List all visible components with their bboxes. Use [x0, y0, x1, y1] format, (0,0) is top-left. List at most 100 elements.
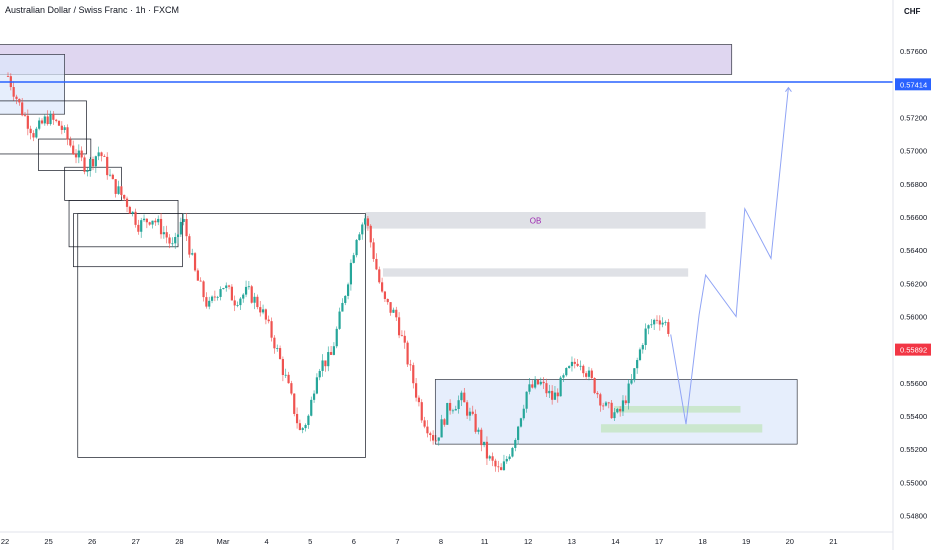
candle-body	[103, 156, 106, 157]
price-tick-label: 0.55892	[900, 346, 927, 355]
candle-body	[72, 145, 75, 155]
candle-body	[86, 170, 89, 172]
candle-body	[23, 115, 27, 117]
candle-body	[185, 219, 188, 237]
candle-body	[664, 322, 667, 323]
candle-body	[165, 232, 168, 238]
candle-body	[613, 412, 616, 419]
price-tick-label: 0.56000	[900, 312, 927, 321]
candle-body	[633, 368, 636, 381]
candle-body	[474, 413, 477, 432]
candle-body	[21, 102, 24, 116]
price-tick-label: 0.55200	[900, 445, 927, 454]
candle-body	[315, 377, 319, 394]
range-box-3	[68, 200, 179, 248]
candle-body	[630, 380, 633, 384]
candle-body	[298, 423, 302, 430]
candle-body	[55, 119, 58, 121]
candle-body	[604, 402, 608, 406]
candle-body	[264, 309, 267, 320]
candle-body	[644, 328, 647, 346]
candle-body	[429, 433, 432, 436]
candle-body	[106, 156, 109, 176]
candle-body	[443, 419, 446, 425]
candle-body	[570, 361, 574, 367]
candle-body	[327, 352, 330, 367]
candle-body	[460, 392, 463, 401]
time-tick-label: 25	[44, 537, 52, 546]
candle-body	[253, 296, 256, 303]
candle-body	[647, 325, 650, 329]
price-tick-label: 0.57000	[900, 147, 927, 156]
time-tick-label: 21	[829, 537, 837, 546]
candle-body	[432, 435, 435, 441]
range-box-2	[64, 166, 122, 201]
candle-body	[225, 285, 228, 289]
price-tick-label: 0.56800	[900, 180, 927, 189]
candle-body	[621, 400, 625, 412]
candle-body	[545, 383, 548, 394]
candle-body	[383, 291, 387, 299]
candle-body	[488, 456, 491, 459]
candle-body	[148, 222, 151, 225]
candle-body	[60, 125, 63, 130]
time-tick-label: 18	[698, 537, 706, 546]
candle-body	[619, 408, 622, 412]
candle-body	[392, 309, 395, 313]
candle-body	[210, 296, 214, 301]
candle-body	[366, 218, 370, 226]
candle-body	[344, 295, 347, 303]
zone-label: OB	[530, 216, 542, 225]
candle-body	[120, 186, 123, 195]
candle-body	[193, 253, 197, 271]
time-tick-label: 17	[655, 537, 663, 546]
candle-body	[596, 392, 599, 395]
candle-body	[29, 128, 32, 134]
candle-body	[539, 381, 542, 385]
zone-fvg-6	[600, 424, 763, 433]
candle-body	[500, 467, 503, 471]
price-tick-label: 0.57600	[900, 47, 927, 56]
candle-body	[270, 321, 273, 338]
candle-body	[74, 154, 78, 158]
projection-layer	[670, 86, 792, 425]
candle-body	[661, 322, 664, 325]
time-tick-label: 5	[308, 537, 312, 546]
candle-body	[32, 133, 35, 138]
candle-body	[505, 458, 508, 462]
price-tick-label: 0.55400	[900, 412, 927, 421]
candle-body	[483, 441, 486, 446]
candle-body	[508, 456, 511, 459]
candle-body	[278, 348, 282, 360]
time-tick-label: 20	[786, 537, 794, 546]
candle-body	[140, 220, 143, 232]
candle-body	[653, 319, 656, 325]
zone-supply-0	[0, 44, 733, 75]
candle-body	[355, 239, 358, 256]
candle-body	[157, 218, 160, 223]
candle-body	[627, 383, 630, 404]
price-tick-label: 0.57200	[900, 113, 927, 122]
candle-body	[134, 211, 137, 225]
candle-body	[485, 441, 489, 459]
candle-body	[142, 218, 146, 221]
candle-body	[590, 370, 593, 379]
candle-body	[321, 360, 324, 371]
candle-body	[43, 116, 46, 124]
candle-body	[191, 253, 194, 255]
symbol-title: Australian Dollar / Swiss Franc · 1h · F…	[5, 5, 180, 15]
candle-body	[312, 393, 316, 400]
candle-body	[335, 328, 338, 347]
candle-body	[531, 384, 534, 388]
candle-body	[528, 384, 531, 392]
candle-body	[346, 284, 350, 296]
candle-body	[386, 298, 389, 303]
candle-body	[536, 379, 540, 385]
candle-body	[582, 365, 585, 374]
candle-body	[565, 367, 568, 376]
candle-body	[534, 379, 537, 388]
time-axis: 22 25 26 27 28 Mar 4 5 6 7 8 11 12 13 14 17 18 19 20 21	[0, 531, 893, 546]
price-tick-label: 0.56200	[900, 279, 927, 288]
